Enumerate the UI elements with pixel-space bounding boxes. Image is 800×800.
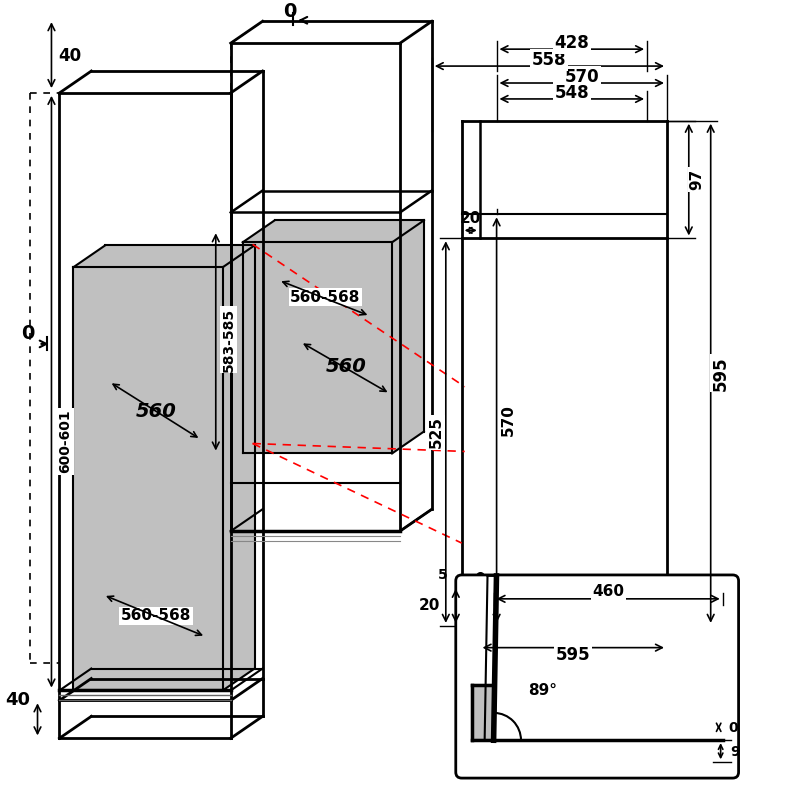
Text: 40: 40 <box>58 47 81 65</box>
FancyBboxPatch shape <box>456 575 738 778</box>
Polygon shape <box>74 246 254 690</box>
Text: 9: 9 <box>730 746 740 759</box>
Text: 595: 595 <box>556 646 590 664</box>
Text: 20: 20 <box>418 598 440 614</box>
Text: 560: 560 <box>326 358 366 376</box>
Text: 570: 570 <box>565 68 599 86</box>
Text: 20: 20 <box>460 211 482 226</box>
Text: 600-601: 600-601 <box>58 410 73 474</box>
Text: 595: 595 <box>712 356 730 390</box>
Text: 97: 97 <box>690 169 704 190</box>
Text: 89°: 89° <box>529 683 558 698</box>
Text: 0: 0 <box>283 2 297 21</box>
Text: 0: 0 <box>22 325 35 343</box>
Text: 428: 428 <box>554 34 589 52</box>
Text: 0: 0 <box>729 722 738 735</box>
Text: 558: 558 <box>532 51 566 69</box>
Text: 40: 40 <box>5 691 30 710</box>
Text: 460: 460 <box>592 584 624 599</box>
Text: 525: 525 <box>428 416 443 448</box>
Text: 560: 560 <box>135 402 177 421</box>
Polygon shape <box>242 221 424 454</box>
Text: 570: 570 <box>501 404 516 436</box>
Text: 583-585: 583-585 <box>222 308 236 372</box>
Text: 560-568: 560-568 <box>121 608 191 623</box>
Text: 5: 5 <box>438 568 448 582</box>
Text: 548: 548 <box>554 84 589 102</box>
Polygon shape <box>472 686 494 740</box>
Text: 560-568: 560-568 <box>290 290 361 305</box>
